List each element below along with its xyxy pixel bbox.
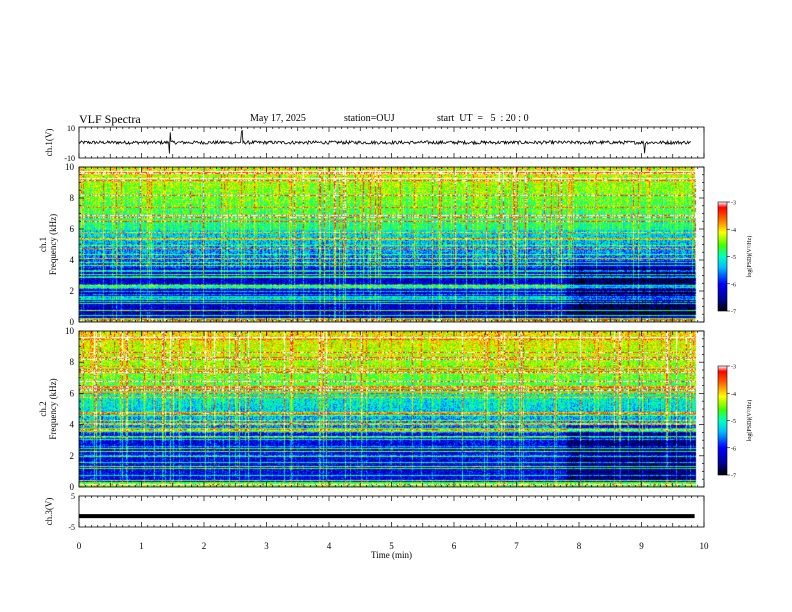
ch2-freq-tick-label: 8 [70, 357, 75, 367]
ch1-ytick-label: 10 [67, 124, 75, 133]
ch1-spectrogram-image [79, 167, 704, 322]
ch2-colorbar-tick: -6 [731, 446, 736, 452]
time-tick-label: 6 [452, 541, 457, 551]
ch1-spectrogram-panel: 0 2 4 6 8 10 ch.1 Frequency (kHz) -3 -4 -5 -6 -7 log(… [38, 162, 753, 327]
ch1-waveform-ylabel: ch.1(V) [44, 129, 54, 157]
ch2-spectrogram-panel: 0 2 4 6 8 10 ch.2 Frequency (kHz) -3 -4 -5 -6 -7 log(… [38, 326, 753, 492]
ch1-colorbar-tick: -5 [731, 255, 736, 261]
start-time-label: start UT = 5 : 20 : 0 [437, 113, 529, 124]
ch1-colorbar-tick: -6 [731, 282, 736, 288]
ch1-freq-tick-label: 4 [70, 255, 75, 265]
time-tick-label: 7 [514, 541, 519, 551]
ch1-ytick-label: -10 [64, 154, 75, 163]
ch2-freq-tick-label: 6 [70, 388, 75, 398]
ch1-channel-label: ch.1 [38, 237, 48, 252]
ch2-freq-tick-label: 4 [70, 420, 75, 430]
ch3-ytick-label: 5 [71, 492, 75, 501]
time-tick-label: 10 [700, 541, 710, 551]
ch1-colorbar [717, 201, 728, 312]
ch2-colorbar-tick: -7 [731, 474, 736, 480]
ch2-spectrogram-image [79, 331, 704, 487]
ch2-freq-tick-label: 10 [65, 326, 75, 336]
ch1-colorbar-tick: -4 [731, 228, 736, 234]
ch2-freq-ylabel: Frequency (kHz) [48, 378, 58, 439]
ch3-waveform-panel: 5 -5 ch.3(V) 0 1 2 3 4 5 6 7 8 9 10 Time (min) [44, 492, 709, 560]
time-tick-label: 0 [77, 541, 82, 551]
ch2-colorbar [717, 365, 728, 476]
ch2-colorbar-label: log(PSD)(V²/Hz) [746, 400, 753, 441]
ch2-colorbar-tick: -4 [731, 392, 736, 398]
ch1-freq-ylabel: Frequency (kHz) [48, 214, 58, 275]
ch1-colorbar-tick: -7 [731, 310, 736, 316]
figure-title: VLF Spectra [79, 112, 141, 126]
time-tick-label: 1 [139, 541, 144, 551]
ch1-freq-tick-label: 2 [70, 286, 75, 296]
ch1-freq-tick-label: 0 [70, 317, 75, 327]
ch1-waveform-panel: 10 -10 ch.1(V) [44, 124, 705, 163]
ch1-colorbar-tick: -3 [731, 201, 736, 207]
time-axis-label: Time (min) [371, 550, 412, 560]
time-tick-label: 3 [264, 541, 269, 551]
time-tick-label: 5 [389, 541, 394, 551]
ch1-freq-tick-label: 8 [70, 193, 75, 203]
time-tick-label: 4 [327, 541, 332, 551]
ch3-ytick-label: -5 [68, 523, 75, 532]
time-tick-label: 8 [577, 541, 582, 551]
ch2-colorbar-tick: -5 [731, 419, 736, 425]
date-label: May 17, 2025 [250, 113, 306, 124]
ch2-freq-tick-label: 0 [70, 482, 75, 492]
ch3-waveform-ylabel: ch.3(V) [44, 498, 54, 526]
ch1-waveform-line [78, 130, 692, 154]
time-tick-label: 2 [202, 541, 207, 551]
ch2-colorbar-tick: -3 [731, 365, 736, 371]
time-tick-label: 9 [639, 541, 644, 551]
ch1-freq-tick-label: 10 [65, 162, 75, 172]
station-label: station=OUJ [344, 113, 395, 124]
ch2-channel-label: ch.2 [38, 401, 48, 416]
ch1-freq-tick-label: 6 [70, 224, 75, 234]
ch1-colorbar-label: log(PSD)(V²/Hz) [746, 236, 753, 277]
ch2-freq-tick-label: 2 [70, 451, 75, 461]
